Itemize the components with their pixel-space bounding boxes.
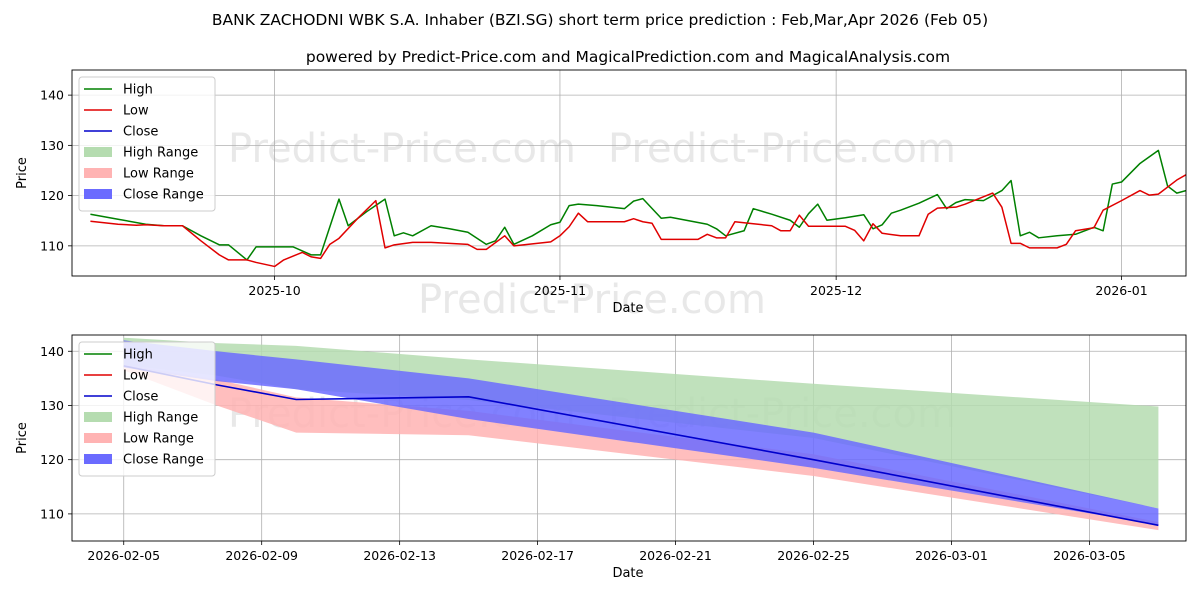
plot-area	[90, 149, 1186, 268]
y-tick-label: 130	[40, 138, 64, 153]
watermark-text: Predict-Price.com	[228, 126, 576, 172]
low-series-line	[90, 173, 1186, 268]
y-tick-label: 120	[40, 452, 64, 467]
x-tick-label: 2026-02-25	[777, 548, 850, 563]
watermark-text: Predict-Price.com	[608, 126, 956, 172]
legend-label: Close	[123, 390, 158, 405]
y-axis-label: Price	[15, 422, 30, 454]
y-axis-label: Price	[15, 157, 30, 189]
y-tick-label: 120	[40, 188, 64, 203]
x-tick-label: 2026-02-13	[363, 548, 436, 563]
x-tick-label: 2026-03-05	[1053, 548, 1126, 563]
x-tick-label: 2025-11	[534, 283, 586, 298]
top-panel: Predict-Price.com Predict-Price.com Predic…	[15, 69, 1187, 323]
x-tick-label: 2026-03-01	[915, 548, 988, 563]
legend-swatch	[84, 433, 112, 443]
legend-swatch	[84, 147, 112, 157]
legend-swatch	[84, 454, 112, 464]
legend-swatch	[84, 412, 112, 422]
chart-title: BANK ZACHODNI WBK S.A. Inhaber (BZI.SG) …	[212, 11, 988, 29]
x-tick-label: 2026-02-05	[87, 548, 160, 563]
y-tick-label: 130	[40, 398, 64, 413]
legend-label: Low	[123, 369, 149, 384]
x-tick-label: 2025-12	[810, 283, 862, 298]
low-range-band	[123, 364, 1159, 531]
legend-label: Low Range	[123, 167, 194, 182]
axes-frame	[71, 69, 1187, 277]
legend-label: High	[123, 348, 153, 363]
legend-label: High Range	[123, 411, 198, 426]
legend-label: Close Range	[123, 188, 204, 203]
x-axis-label: Date	[612, 301, 643, 316]
legend-swatch	[84, 168, 112, 178]
legend-box	[78, 341, 216, 477]
plot-area	[123, 337, 1159, 531]
watermark-text: Predict-Price.com	[418, 277, 766, 323]
y-tick-label: 140	[40, 88, 64, 103]
legend-label: Close Range	[123, 453, 204, 468]
x-tick-label: 2026-02-21	[639, 548, 712, 563]
legend-label: Low Range	[123, 432, 194, 447]
chart-subtitle: powered by Predict-Price.com and Magical…	[306, 48, 950, 66]
y-tick-label: 110	[40, 238, 64, 253]
legend-label: High Range	[123, 146, 198, 161]
x-tick-label: 2025-10	[248, 283, 300, 298]
close-range-band	[123, 340, 1159, 525]
x-tick-label: 2026-02-09	[225, 548, 298, 563]
legend-label: Low	[123, 104, 149, 119]
legend-label: Close	[123, 125, 158, 140]
y-tick-label: 110	[40, 506, 64, 521]
x-tick-label: 2026-01	[1095, 283, 1147, 298]
legend-box	[78, 76, 216, 212]
high-series-line	[90, 149, 1186, 261]
axes-frame	[71, 334, 1187, 542]
x-axis-label: Date	[612, 566, 643, 581]
y-tick-label: 140	[40, 344, 64, 359]
legend-swatch	[84, 189, 112, 199]
x-tick-label: 2026-02-17	[501, 548, 574, 563]
bottom-panel: Predict-Price.comPredict-Price.com2026-0…	[15, 334, 1187, 581]
legend-label: High	[123, 83, 153, 98]
